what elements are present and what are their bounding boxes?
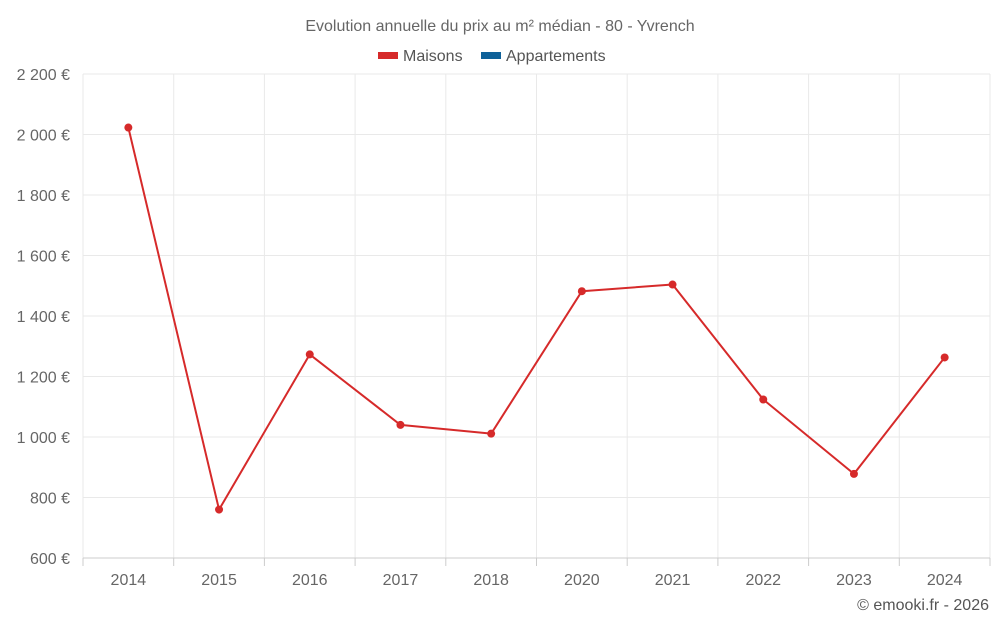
data-point[interactable] [940, 353, 949, 362]
y-tick-label: 1 200 € [17, 370, 70, 387]
series-line [127, 126, 946, 511]
data-point[interactable] [759, 395, 768, 404]
x-tick-label: 2014 [111, 572, 147, 589]
y-tick-label: 1 000 € [17, 430, 70, 447]
y-tick-label: 2 000 € [17, 128, 70, 145]
x-tick-label: 2015 [201, 572, 237, 589]
grid [82, 73, 991, 558]
x-tick-label: 2022 [745, 572, 781, 589]
data-point[interactable] [396, 420, 405, 429]
data-point[interactable] [124, 123, 133, 132]
x-tick-label: 2020 [564, 572, 600, 589]
series-maisons [124, 123, 949, 514]
legend-item-maisons[interactable]: Maisons [378, 48, 463, 65]
y-tick-label: 1 600 € [17, 249, 70, 266]
axes [82, 557, 991, 566]
legend-label-maisons: Maisons [403, 48, 463, 65]
x-tick-label: 2023 [836, 572, 872, 589]
y-tick-label: 800 € [30, 491, 70, 508]
data-point[interactable] [668, 280, 677, 289]
y-tick-label: 600 € [30, 551, 70, 568]
data-point[interactable] [577, 287, 586, 296]
x-tick-label: 2017 [383, 572, 419, 589]
x-tick-label: 2024 [927, 572, 963, 589]
legend-swatch-appartements [481, 52, 501, 59]
x-tick-label: 2016 [292, 572, 328, 589]
x-tick-label: 2018 [473, 572, 509, 589]
x-tick-label: 2021 [655, 572, 691, 589]
data-point[interactable] [849, 469, 858, 478]
y-tick-labels: 600 € 800 € 1 000 € 1 200 € 1 400 € 1 600 € 1 … [17, 67, 70, 568]
chart-title: Evolution annuelle du prix au m² médian … [305, 18, 694, 35]
x-tick-labels: 2014 2015 2016 2017 2018 2020 2021 2022 2023 2024 [111, 572, 963, 589]
data-point[interactable] [305, 350, 314, 359]
legend-item-appartements[interactable]: Appartements [481, 48, 606, 65]
y-tick-label: 2 200 € [17, 67, 70, 84]
legend-label-appartements: Appartements [506, 48, 606, 65]
credit-text: © emooki.fr - 2026 [857, 597, 989, 614]
legend: Maisons Appartements [378, 48, 606, 65]
legend-swatch-maisons [378, 52, 398, 59]
y-tick-label: 1 800 € [17, 188, 70, 205]
y-tick-label: 1 400 € [17, 309, 70, 326]
data-point[interactable] [487, 429, 496, 438]
data-point[interactable] [215, 505, 224, 514]
